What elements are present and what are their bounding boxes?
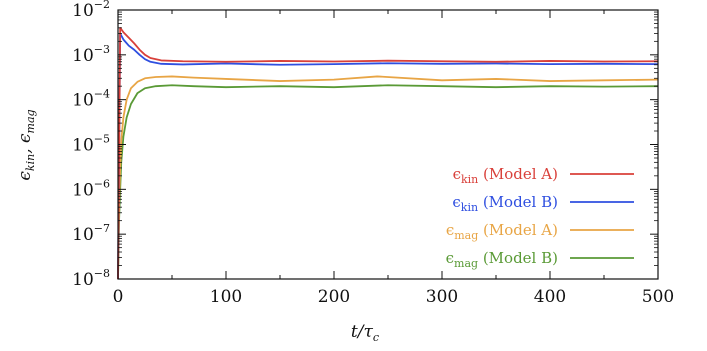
legend-subscript: mag bbox=[454, 229, 478, 242]
y-tick-base: 10 bbox=[72, 1, 94, 21]
y-tick-base: 10 bbox=[72, 270, 94, 290]
legend-model: (Model A) bbox=[478, 165, 558, 183]
y-tick-exponent: −3 bbox=[94, 43, 110, 56]
legend-subscript: mag bbox=[454, 257, 478, 270]
y-tick-label: 10−3 bbox=[72, 43, 110, 66]
legend-symbol: ϵ bbox=[452, 193, 460, 211]
x-tick-label: 300 bbox=[426, 287, 458, 307]
y-tick-base: 10 bbox=[72, 136, 94, 156]
legend-model: (Model B) bbox=[478, 193, 558, 211]
y-axis-title-sub2: mag bbox=[24, 109, 37, 133]
y-tick-exponent: −4 bbox=[94, 88, 110, 101]
y-tick-label: 10−7 bbox=[72, 222, 110, 245]
ticks-layer bbox=[117, 9, 659, 280]
series-line bbox=[117, 26, 659, 280]
legend-subscript: kin bbox=[461, 173, 478, 186]
series-line bbox=[117, 75, 659, 280]
y-axis-title-sub1: kin bbox=[24, 154, 37, 171]
legend-model: (Model B) bbox=[478, 249, 558, 267]
y-tick-exponent: −6 bbox=[94, 177, 110, 190]
x-tick-label: 500 bbox=[642, 287, 674, 307]
x-tick-label: 400 bbox=[534, 287, 566, 307]
y-axis-title: ϵkin, ϵmag bbox=[15, 109, 37, 180]
y-tick-base: 10 bbox=[72, 91, 94, 111]
y-tick-label: 10−2 bbox=[72, 0, 110, 21]
y-tick-label: 10−4 bbox=[72, 88, 110, 111]
plot-frame bbox=[117, 9, 659, 280]
y-tick-label: 10−5 bbox=[72, 133, 110, 156]
y-tick-base: 10 bbox=[72, 225, 94, 245]
y-tick-exponent: −8 bbox=[94, 267, 110, 280]
series-line bbox=[117, 84, 659, 280]
legend-symbol: ϵ bbox=[453, 165, 461, 183]
x-axis-title-main: t/τ bbox=[351, 322, 374, 342]
legend: ϵkin (Model A)ϵkin (Model B)ϵmag (Model … bbox=[446, 165, 634, 270]
legend-label: ϵmag (Model B) bbox=[446, 249, 558, 270]
series-line bbox=[117, 32, 659, 280]
y-tick-exponent: −5 bbox=[94, 133, 110, 146]
x-tick-label: 200 bbox=[318, 287, 350, 307]
y-tick-base: 10 bbox=[72, 46, 94, 66]
legend-label: ϵkin (Model A) bbox=[453, 165, 558, 186]
tick-labels-layer: 0 100 200 300 400 50010−210−310−410−510−610−7… bbox=[72, 0, 674, 307]
x-axis-title: t/τc bbox=[351, 322, 379, 344]
x-tick-label: 0 bbox=[113, 287, 124, 307]
x-axis-title-sub: c bbox=[373, 331, 379, 344]
y-tick-label: 10−8 bbox=[72, 267, 110, 290]
legend-symbol: ϵ bbox=[446, 221, 454, 239]
y-axis-title-eps1: ϵ bbox=[15, 171, 35, 181]
y-axis-title-eps2: , ϵ bbox=[15, 133, 35, 154]
y-tick-exponent: −2 bbox=[94, 0, 110, 11]
series-layer bbox=[117, 26, 659, 280]
legend-model: (Model A) bbox=[478, 221, 558, 239]
y-tick-base: 10 bbox=[72, 180, 94, 200]
legend-subscript: kin bbox=[461, 201, 478, 214]
legend-label: ϵmag (Model A) bbox=[446, 221, 558, 242]
y-tick-label: 10−6 bbox=[72, 177, 110, 200]
legend-label: ϵkin (Model B) bbox=[452, 193, 558, 214]
x-tick-label: 100 bbox=[210, 287, 242, 307]
legend-symbol: ϵ bbox=[446, 249, 454, 267]
y-tick-exponent: −7 bbox=[94, 222, 110, 235]
